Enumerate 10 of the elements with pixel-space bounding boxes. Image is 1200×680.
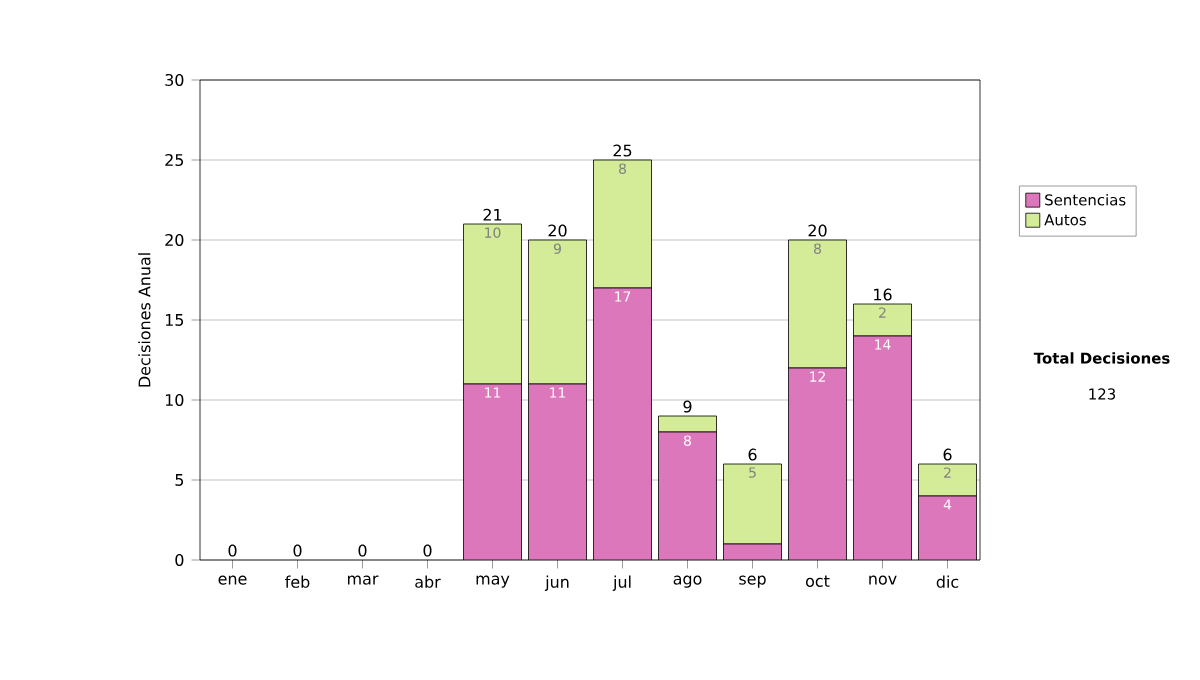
bar	[918, 495, 977, 560]
bar	[658, 432, 717, 560]
bar	[853, 336, 912, 560]
bar	[463, 384, 522, 560]
bar	[723, 463, 782, 545]
bar	[528, 384, 587, 560]
bar	[853, 303, 912, 337]
bar	[788, 368, 847, 560]
bar	[658, 415, 717, 433]
bar	[593, 288, 652, 560]
